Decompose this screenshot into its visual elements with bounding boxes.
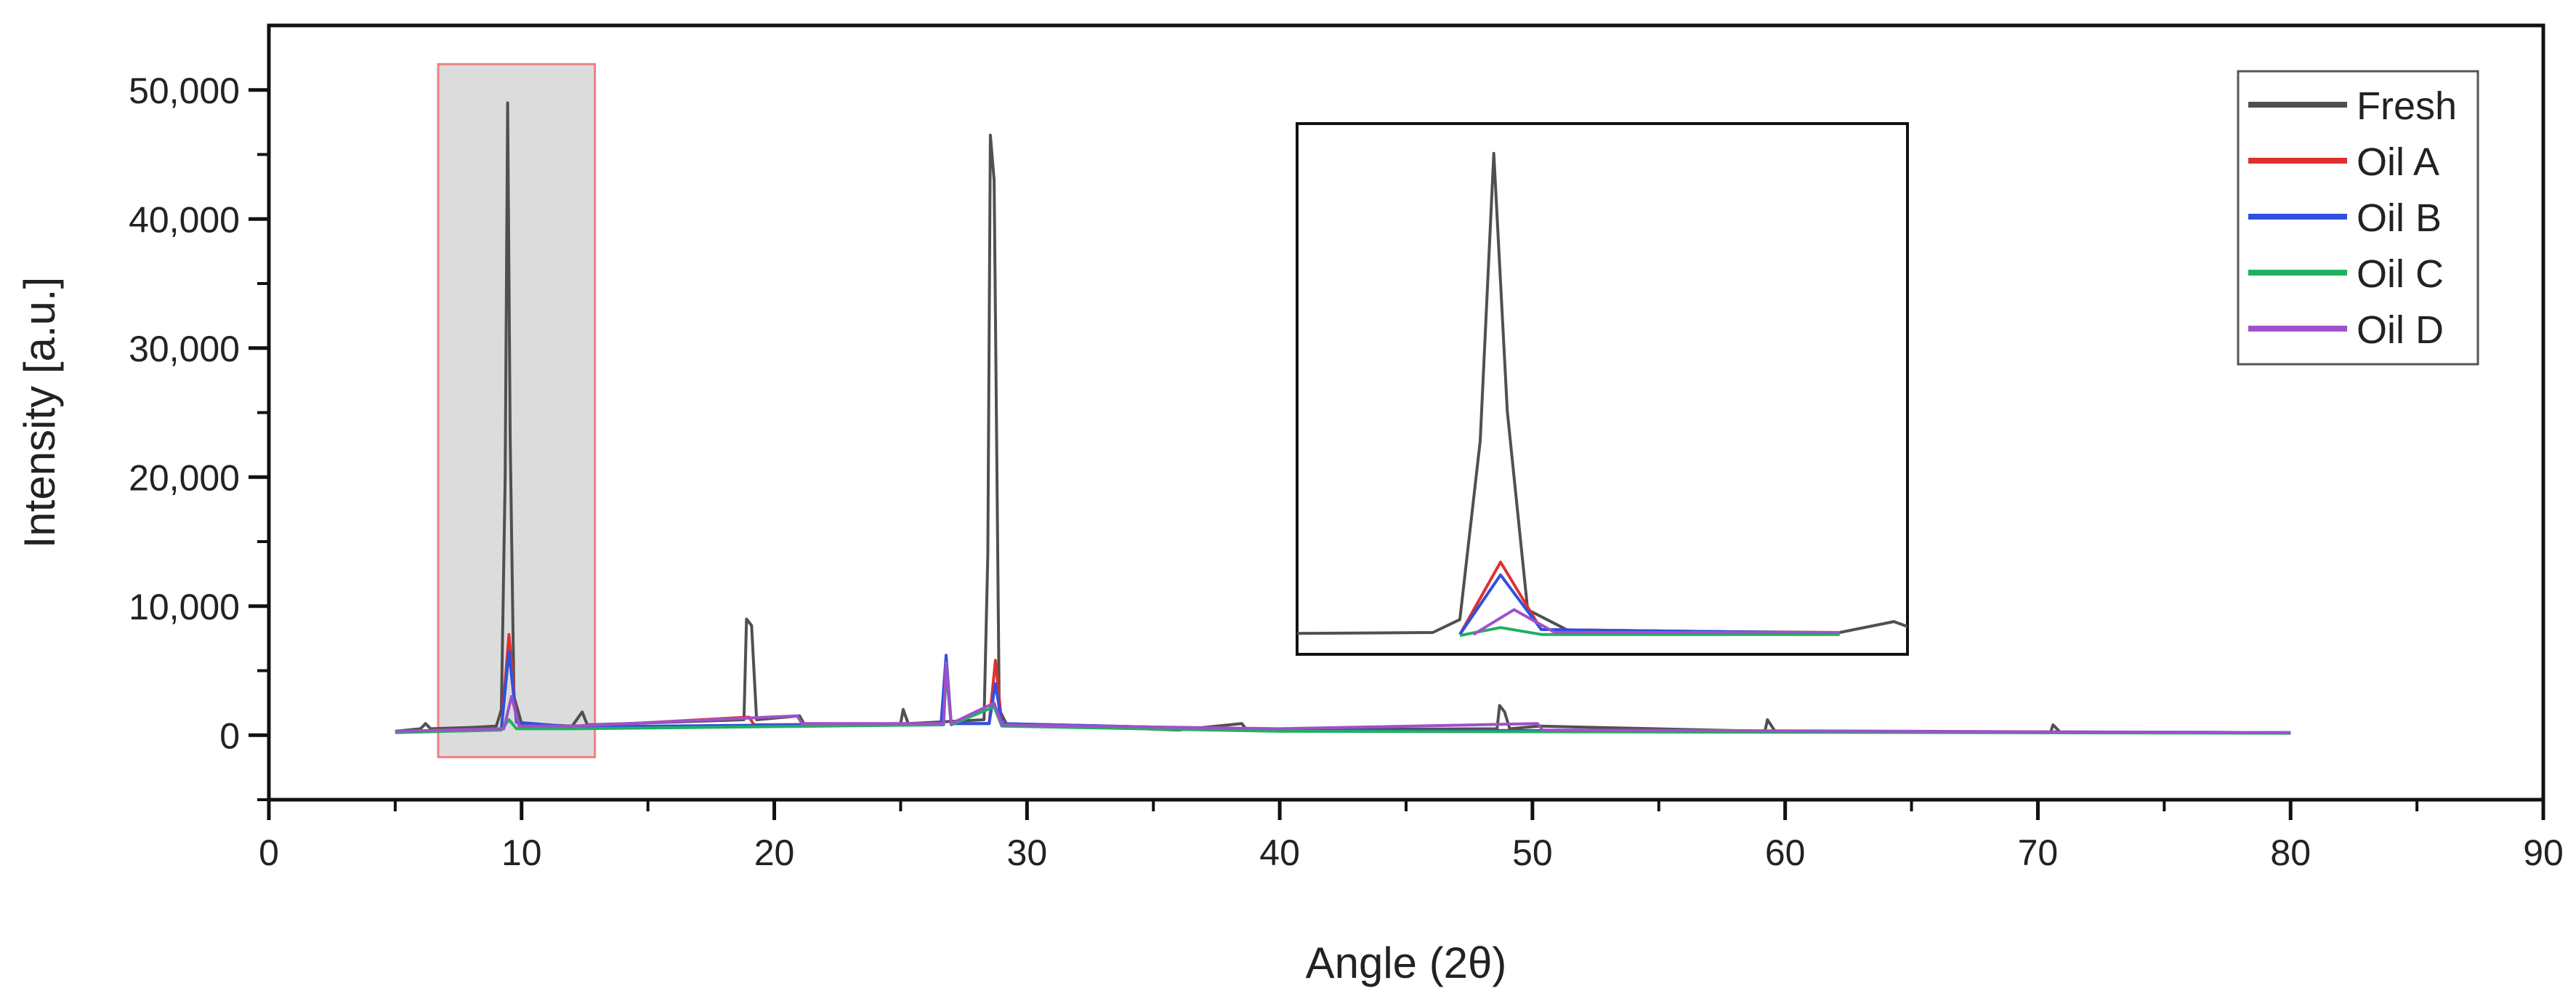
y-tick-label: 10,000 — [129, 587, 240, 627]
x-tick-label: 40 — [1259, 832, 1300, 873]
x-tick-label: 60 — [1765, 832, 1806, 873]
legend-label: Oil C — [2357, 252, 2444, 296]
y-axis-title: Intensity [a.u.] — [15, 277, 64, 549]
x-tick-label: 0 — [259, 832, 279, 873]
x-tick-label: 30 — [1007, 832, 1048, 873]
x-tick-label: 20 — [754, 832, 795, 873]
highlight-region — [437, 63, 597, 758]
inset-series-line-fresh — [1297, 151, 1907, 635]
legend-label: Oil A — [2357, 140, 2439, 184]
highlight-rect — [437, 63, 597, 758]
series-line-fresh — [395, 101, 2291, 734]
inset-frame — [1296, 122, 1909, 656]
legend-label: Oil D — [2357, 308, 2444, 352]
y-axis-ticks: 0 10,000 20,000 30,000 40,000 50,000 — [129, 71, 269, 801]
x-tick-label: 50 — [1512, 832, 1553, 873]
y-tick-label: 0 — [219, 715, 240, 756]
series-line-oil-d — [395, 661, 2291, 734]
y-tick-label: 20,000 — [129, 457, 240, 498]
legend: Fresh Oil A Oil B Oil C Oil D — [2237, 70, 2479, 366]
legend-label: Oil B — [2357, 196, 2442, 240]
y-tick-label: 50,000 — [129, 71, 240, 111]
y-tick-label: 30,000 — [129, 329, 240, 369]
inset-series-layer — [1297, 151, 1907, 638]
x-tick-label: 90 — [2523, 832, 2564, 873]
legend-label: Fresh — [2357, 84, 2457, 128]
x-axis-title: Angle (2θ) — [1306, 939, 1507, 987]
x-tick-label: 70 — [2018, 832, 2059, 873]
x-axis-ticks: 0 10 20 30 40 50 60 70 80 90 — [259, 800, 2564, 873]
x-tick-label: 80 — [2270, 832, 2311, 873]
series-line-oil-c — [395, 669, 2291, 735]
series-layer — [395, 101, 2291, 735]
x-tick-label: 10 — [501, 832, 542, 873]
inset-panel — [1296, 122, 1909, 656]
y-tick-label: 40,000 — [129, 199, 240, 240]
inset-series-line-oil-d — [1472, 608, 1840, 636]
